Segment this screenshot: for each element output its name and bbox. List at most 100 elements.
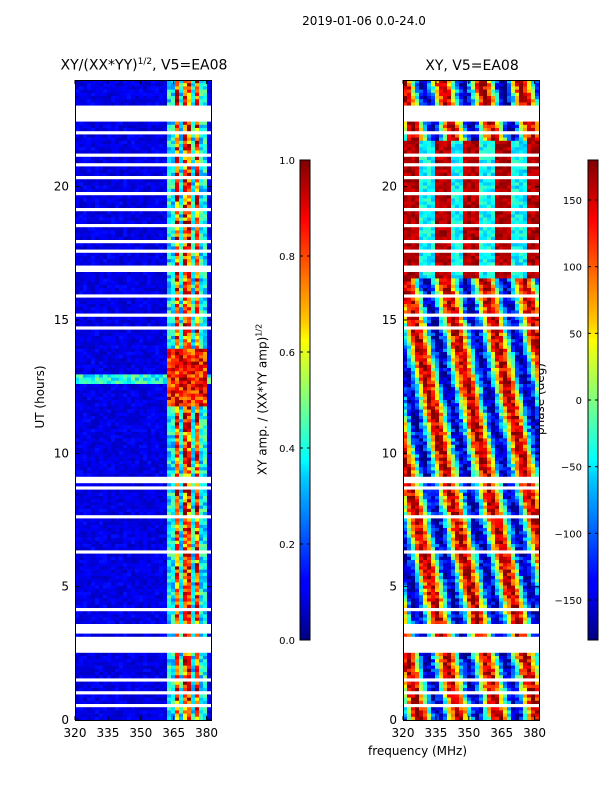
amp-cell xyxy=(167,496,172,500)
amp-cell xyxy=(167,560,172,564)
amp-cell xyxy=(147,604,152,609)
amp-cell xyxy=(115,304,120,308)
amp-cell xyxy=(207,556,212,561)
amp-cell xyxy=(87,272,92,276)
amp-cell xyxy=(155,576,160,580)
amp-cell xyxy=(99,102,104,106)
amp-cell xyxy=(159,620,164,625)
amp-cell xyxy=(139,502,144,506)
amp-cell xyxy=(147,521,152,526)
amp-cell xyxy=(167,358,172,362)
amp-cell xyxy=(95,464,100,468)
amp-cell xyxy=(139,160,144,164)
amp-cell xyxy=(79,585,84,590)
amp-cell xyxy=(207,585,212,590)
amp-cell xyxy=(83,220,88,225)
amp-cell xyxy=(135,467,140,471)
amp-cell xyxy=(123,473,128,478)
amp-cell xyxy=(155,492,160,497)
amp-cell xyxy=(91,281,96,286)
amp-cell xyxy=(175,595,180,599)
amp-cell xyxy=(151,451,156,455)
amp-cell xyxy=(151,316,156,321)
amp-cell xyxy=(123,387,128,391)
amp-cell xyxy=(195,419,200,423)
amp-cell xyxy=(135,464,140,468)
amp-cell xyxy=(107,438,112,442)
amp-cell xyxy=(155,566,160,570)
amp-cell xyxy=(115,156,120,161)
amp-cell xyxy=(95,384,100,388)
amp-cell xyxy=(95,457,100,462)
amp-cell xyxy=(75,432,80,436)
amp-cell xyxy=(191,464,196,468)
amp-cell xyxy=(95,444,100,449)
amp-cell xyxy=(75,588,80,593)
amp-cell xyxy=(103,83,108,87)
amp-cell xyxy=(191,425,196,430)
amp-cell xyxy=(87,406,92,410)
amp-cell xyxy=(171,528,176,532)
amp-cell xyxy=(83,617,88,622)
amp-cell xyxy=(107,204,112,209)
amp-cell xyxy=(207,355,212,359)
amp-cell xyxy=(203,473,208,478)
amp-cell xyxy=(99,521,104,526)
amp-cell xyxy=(143,544,148,548)
amp-cell xyxy=(203,310,208,314)
amp-cell xyxy=(167,144,172,148)
amp-cell xyxy=(203,508,208,513)
amp-cell xyxy=(115,320,120,324)
amp-cell xyxy=(75,179,80,183)
amp-cell xyxy=(171,556,176,561)
amp-cell xyxy=(163,377,168,382)
amp-cell xyxy=(107,320,112,324)
amp-cell xyxy=(91,86,96,90)
amp-cell xyxy=(87,380,92,385)
amp-cell xyxy=(191,371,196,375)
amp-cell xyxy=(155,483,160,487)
amp-cell xyxy=(155,569,160,574)
amp-cell xyxy=(167,92,172,97)
amp-cell xyxy=(91,604,96,609)
amp-cell xyxy=(115,316,120,321)
amp-cell xyxy=(187,310,192,314)
amp-cell xyxy=(179,585,184,590)
amp-cell xyxy=(103,214,108,218)
amp-cell xyxy=(199,128,204,132)
amp-cell xyxy=(115,400,120,404)
amp-cell xyxy=(115,230,120,234)
amp-cell xyxy=(159,256,164,260)
amp-cell xyxy=(207,140,212,145)
amp-cell xyxy=(103,272,108,276)
amp-cell xyxy=(175,291,180,295)
amp-cell xyxy=(99,144,104,148)
amp-cell xyxy=(207,400,212,404)
amp-cell xyxy=(123,518,128,522)
amp-cell xyxy=(107,368,112,372)
amp-cell xyxy=(155,160,160,164)
amp-cell xyxy=(199,451,204,455)
amp-cell xyxy=(151,300,156,305)
amp-cell xyxy=(91,278,96,282)
amp-cell xyxy=(151,457,156,462)
amp-gap-row xyxy=(75,294,211,298)
amp-cell xyxy=(135,582,140,586)
amp-cell xyxy=(195,556,200,561)
amp-cell xyxy=(99,534,104,538)
amp-cell xyxy=(179,592,184,596)
amp-cell xyxy=(191,204,196,209)
amp-cell xyxy=(187,304,192,308)
amp-cell xyxy=(155,611,160,615)
amp-cell xyxy=(75,137,80,142)
amp-cell xyxy=(183,505,188,510)
amp-cell xyxy=(87,553,92,558)
amp-cell xyxy=(191,233,196,238)
amp-cell xyxy=(195,540,200,545)
amp-cell xyxy=(151,464,156,468)
amp-cell xyxy=(91,576,96,580)
amp-cell xyxy=(143,560,148,564)
amp-cell xyxy=(111,86,116,90)
amp-cell xyxy=(79,188,84,193)
amp-cell xyxy=(179,291,184,295)
